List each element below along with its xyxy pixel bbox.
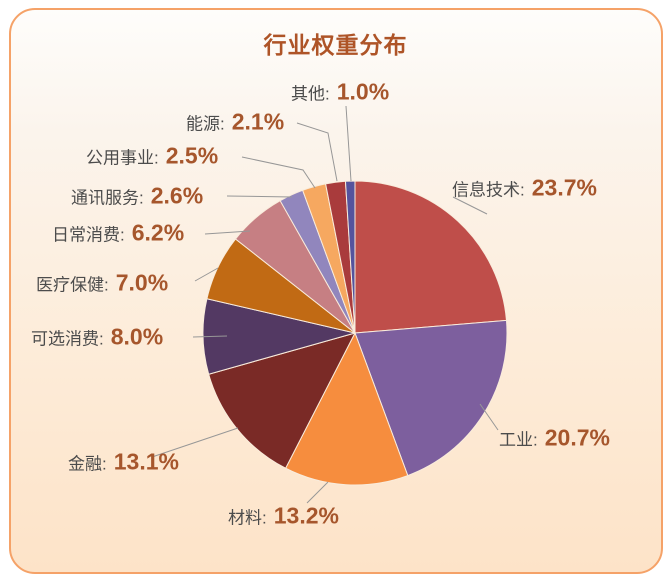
chart-title: 行业权重分布 [263,32,408,58]
leader-line-8 [241,156,316,189]
leader-line-5 [194,267,219,282]
leader-line-2 [306,481,329,504]
pie-slices [202,180,508,486]
leader-line-6 [204,230,251,235]
leader-line-3 [151,427,239,458]
leader-line-1 [479,403,499,431]
leader-line-0 [452,196,488,215]
pie-slice-0 [354,180,508,334]
leader-line-10 [345,105,352,182]
pie-slice-3 [208,332,356,469]
pie-slice-10 [344,180,356,334]
pie-slice-1 [354,319,508,477]
leader-line-4 [192,335,228,338]
leader-lines [151,105,499,504]
leader-line-9 [296,122,338,182]
pie-slice-2 [284,331,409,486]
leader-line-7 [226,195,293,198]
